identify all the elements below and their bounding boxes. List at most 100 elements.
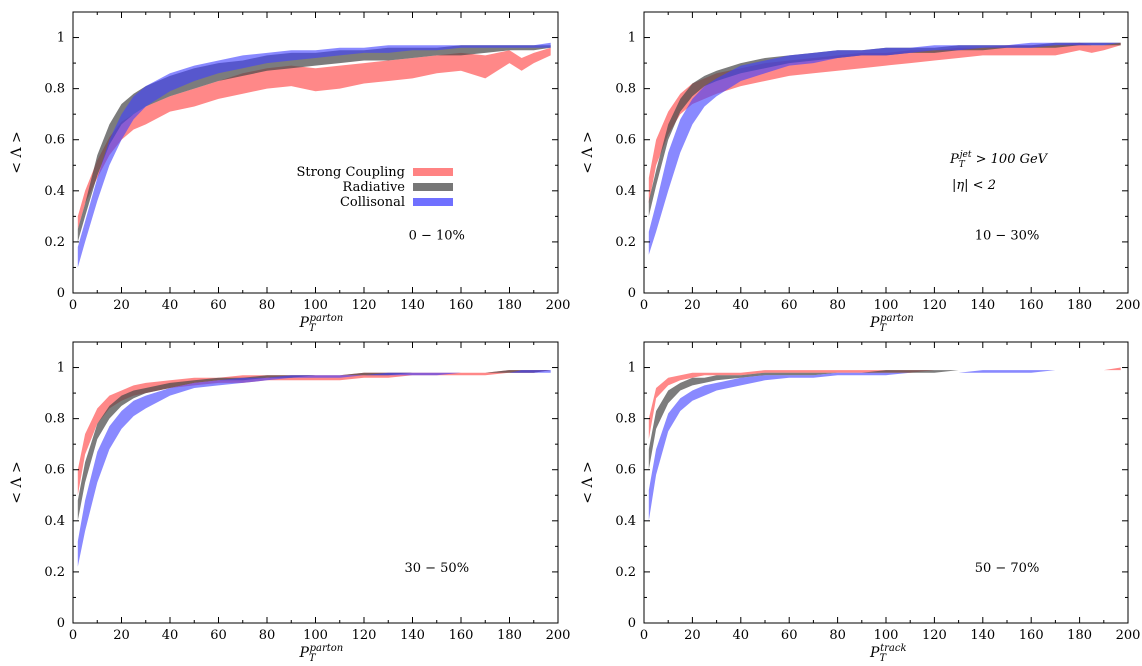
y-tick-label: 0.4 xyxy=(615,514,636,529)
y-tick-label: 0.6 xyxy=(615,133,636,148)
x-tick-label: 200 xyxy=(1116,628,1141,643)
y-tick-label: 0.6 xyxy=(615,463,636,478)
y-tick-label: 0 xyxy=(628,286,636,301)
x-tick-label: 160 xyxy=(1019,628,1044,643)
y-tick-label: 0.8 xyxy=(615,412,636,427)
x-axis-label: PTparton xyxy=(299,643,344,664)
y-tick-label: 0 xyxy=(57,616,65,631)
y-tick-label: 0.2 xyxy=(615,565,636,580)
x-tick-label: 0 xyxy=(69,298,77,313)
y-axis-label: < Λ > xyxy=(580,461,596,503)
x-tick-label: 180 xyxy=(497,628,522,643)
x-tick-label: 40 xyxy=(733,628,750,643)
x-tick-label: 140 xyxy=(400,298,425,313)
x-axis-label: PTtrack xyxy=(869,643,907,664)
x-tick-label: 140 xyxy=(970,298,995,313)
x-tick-label: 0 xyxy=(640,298,648,313)
x-tick-label: 120 xyxy=(352,298,377,313)
y-tick-label: 0.4 xyxy=(44,184,65,199)
chart-panel-4: 0 20 40 60 80 100 120 140 160 180 200 0 0.2 0.4 0.6 0.8… xyxy=(580,341,1141,664)
x-tick-label: 180 xyxy=(1067,628,1092,643)
x-tick-label: 200 xyxy=(546,298,571,313)
x-tick-label: 100 xyxy=(303,298,328,313)
x-axis-label: PTparton xyxy=(869,313,914,334)
y-tick-label: 1 xyxy=(628,31,636,46)
y-tick-label: 0.6 xyxy=(44,133,65,148)
legend-label: Strong Coupling xyxy=(297,165,405,180)
x-tick-label: 120 xyxy=(922,298,947,313)
y-tick-label: 0.4 xyxy=(615,184,636,199)
y-axis-label: < Λ > xyxy=(9,461,25,503)
band-strong-coupling xyxy=(648,42,1121,204)
band-radiative xyxy=(77,370,551,521)
cut-label-eta: |η| < 2 xyxy=(952,178,996,193)
chart-panel-2: 0 20 40 60 80 100 120 140 160 180 200 0 0.2 0.4 0.6 0.8… xyxy=(580,11,1141,334)
x-tick-label: 160 xyxy=(449,628,474,643)
x-tick-label: 180 xyxy=(497,298,522,313)
centrality-annotation: 30 − 50% xyxy=(404,561,469,576)
y-tick-label: 0.2 xyxy=(615,235,636,250)
x-tick-label: 20 xyxy=(113,628,130,643)
y-tick-label: 0.2 xyxy=(44,235,65,250)
y-axis-label: < Λ > xyxy=(9,131,25,173)
band-collisonal xyxy=(648,370,1121,521)
y-tick-label: 0.2 xyxy=(44,565,65,580)
legend-swatch xyxy=(413,198,453,206)
x-tick-label: 180 xyxy=(1067,298,1092,313)
x-tick-label: 120 xyxy=(922,628,947,643)
band-strong-coupling xyxy=(648,367,1121,440)
x-tick-label: 200 xyxy=(1116,298,1141,313)
x-tick-label: 160 xyxy=(1019,298,1044,313)
cut-label-pt: PTjet > 100 GeV xyxy=(949,150,1049,170)
x-tick-label: 60 xyxy=(210,298,227,313)
x-tick-label: 80 xyxy=(829,298,846,313)
x-tick-label: 20 xyxy=(113,298,130,313)
y-tick-label: 0 xyxy=(628,616,636,631)
y-tick-label: 1 xyxy=(628,361,636,376)
x-tick-label: 140 xyxy=(400,628,425,643)
y-tick-label: 0.8 xyxy=(44,82,65,97)
x-tick-label: 60 xyxy=(781,298,798,313)
band-radiative xyxy=(648,42,1121,217)
x-tick-label: 60 xyxy=(210,628,227,643)
y-tick-label: 1 xyxy=(57,361,65,376)
x-tick-label: 60 xyxy=(781,628,798,643)
band-radiative xyxy=(648,370,1121,470)
x-tick-label: 80 xyxy=(259,298,276,313)
centrality-annotation: 50 − 70% xyxy=(975,561,1040,576)
x-tick-label: 40 xyxy=(733,298,750,313)
x-tick-label: 140 xyxy=(970,628,995,643)
legend-swatch xyxy=(413,183,453,191)
centrality-annotation: 10 − 30% xyxy=(975,228,1040,243)
y-tick-label: 0.6 xyxy=(44,463,65,478)
x-tick-label: 0 xyxy=(640,628,648,643)
y-tick-label: 0.4 xyxy=(44,514,65,529)
chart-panel-1: 0 20 40 60 80 100 120 140 160 180 200 0 0.2 0.4 0.6 0.8… xyxy=(9,11,571,334)
legend-swatch xyxy=(413,168,453,176)
y-tick-label: 0.8 xyxy=(615,82,636,97)
x-tick-label: 40 xyxy=(162,298,179,313)
x-tick-label: 100 xyxy=(874,298,899,313)
x-tick-label: 20 xyxy=(684,298,701,313)
x-tick-label: 80 xyxy=(829,628,846,643)
chart-panel-3: 0 20 40 60 80 100 120 140 160 180 200 0 0.2 0.4 0.6 0.8… xyxy=(9,341,571,664)
x-tick-label: 20 xyxy=(684,628,701,643)
x-tick-label: 0 xyxy=(69,628,77,643)
x-tick-label: 100 xyxy=(874,628,899,643)
x-tick-label: 100 xyxy=(303,628,328,643)
legend-label: Radiative xyxy=(343,180,406,195)
y-tick-label: 1 xyxy=(57,31,65,46)
x-tick-label: 200 xyxy=(546,628,571,643)
band-collisonal xyxy=(77,370,551,567)
x-tick-label: 160 xyxy=(449,298,474,313)
x-tick-label: 80 xyxy=(259,628,276,643)
band-strong-coupling xyxy=(77,47,551,230)
y-axis-label: < Λ > xyxy=(580,131,596,173)
x-tick-label: 40 xyxy=(162,628,179,643)
centrality-annotation: 0 − 10% xyxy=(409,228,465,243)
y-tick-label: 0 xyxy=(57,286,65,301)
y-tick-label: 0.8 xyxy=(44,412,65,427)
legend-label: Collisonal xyxy=(340,195,405,210)
